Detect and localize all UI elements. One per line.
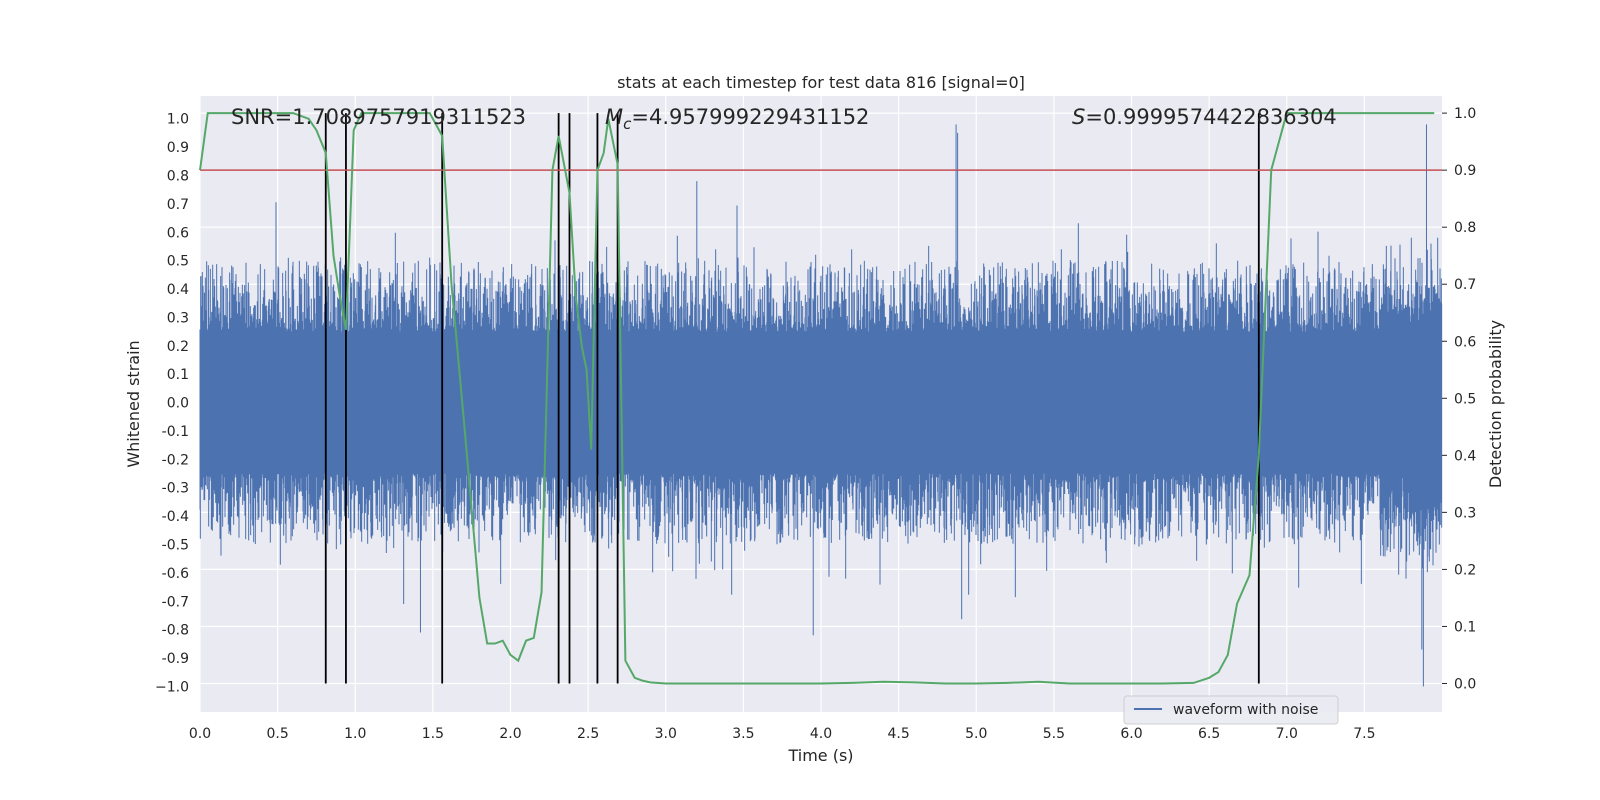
y2-tick-label: 0.6 — [1454, 334, 1476, 350]
y2-tick-label: 0.7 — [1454, 277, 1476, 293]
chart-title: stats at each timestep for test data 816… — [617, 73, 1025, 92]
y2-tick-label: 0.1 — [1454, 619, 1476, 635]
mc-subscript: c — [623, 115, 632, 133]
y-tick-label: 0.5 — [167, 254, 189, 270]
y-tick-label: −1.0 — [155, 679, 189, 695]
x-tick-label: 1.0 — [344, 726, 366, 742]
y-tick-label: 0.7 — [167, 197, 189, 213]
s-value: =0.9999574422836304 — [1085, 105, 1336, 129]
legend-label: waveform with noise — [1173, 702, 1318, 718]
axis-ticks: 0.0 0.5 1.0 1.5 2.0 2.5 3.0 3.5 4.0 4.5 5.0 5.5 6.0 6… — [155, 106, 1476, 742]
x-axis-label: Time (s) — [787, 746, 853, 765]
y2-tick-label: 0.3 — [1454, 505, 1476, 521]
y-tick-label: -0.2 — [162, 452, 189, 468]
x-tick-label: 4.5 — [887, 726, 909, 742]
y-tick-label: -0.9 — [162, 651, 189, 667]
x-tick-label: 7.0 — [1276, 726, 1298, 742]
y2-tick-label: 0.8 — [1454, 220, 1476, 236]
x-tick-label: 1.5 — [422, 726, 444, 742]
y-tick-label: -0.4 — [162, 509, 189, 525]
y-tick-label: 0.6 — [167, 225, 189, 241]
y-tick-label: 1.0 — [167, 112, 189, 128]
y-tick-label: 0.1 — [167, 367, 189, 383]
snr-annotation: SNR=1.7089757919311523 — [231, 105, 526, 129]
x-tick-label: 6.5 — [1198, 726, 1220, 742]
mc-value: =4.957999229431152 — [631, 105, 869, 129]
probability-line — [199, 112, 1435, 685]
y2-tick-label: 1.0 — [1454, 106, 1476, 122]
y-tick-label: 0.3 — [167, 310, 189, 326]
y2-tick-label: 0.9 — [1454, 163, 1476, 179]
x-tick-label: 0.0 — [189, 726, 211, 742]
legend-box — [1123, 695, 1339, 725]
mc-symbol: M — [605, 105, 623, 129]
x-tick-label: 5.0 — [965, 726, 987, 742]
y-tick-label: 0.8 — [167, 168, 189, 184]
y-tick-label: -0.3 — [162, 481, 189, 497]
probability-series — [199, 112, 1435, 685]
mc-annotation: Mc=4.957999229431152 — [605, 105, 869, 133]
y2-tick-label: 0.5 — [1454, 391, 1476, 407]
s-annotation: S=0.9999574422836304 — [1072, 105, 1337, 129]
x-tick-label: 2.5 — [577, 726, 599, 742]
y2-axis-label: Detection probability — [1486, 320, 1505, 488]
waveform-line — [199, 124, 1443, 687]
y-tick-label: 0.0 — [167, 396, 189, 412]
legend: waveform with noise — [1123, 695, 1339, 725]
y-tick-label: -0.1 — [162, 424, 189, 440]
x-tick-label: 2.0 — [499, 726, 521, 742]
y-tick-label: -0.7 — [162, 594, 189, 610]
y-axis-label: Whitened strain — [124, 340, 143, 467]
y-tick-label: -0.6 — [162, 566, 189, 582]
y-tick-label: 0.2 — [167, 339, 189, 355]
y-tick-label: 0.9 — [167, 140, 189, 156]
x-tick-label: 5.5 — [1043, 726, 1065, 742]
y2-tick-label: 0.0 — [1454, 676, 1476, 692]
x-tick-label: 0.5 — [266, 726, 288, 742]
x-tick-label: 3.5 — [732, 726, 754, 742]
x-tick-label: 7.5 — [1353, 726, 1375, 742]
waveform-series — [199, 124, 1443, 687]
s-symbol: S — [1072, 105, 1085, 129]
x-tick-label: 4.0 — [810, 726, 832, 742]
y-tick-label: -0.5 — [162, 538, 189, 554]
x-tick-label: 6.0 — [1120, 726, 1142, 742]
y-tick-label: -0.8 — [162, 623, 189, 639]
y-tick-label: 0.4 — [167, 282, 189, 298]
y2-tick-label: 0.4 — [1454, 448, 1476, 464]
x-tick-label: 3.0 — [655, 726, 677, 742]
y2-tick-label: 0.2 — [1454, 562, 1476, 578]
